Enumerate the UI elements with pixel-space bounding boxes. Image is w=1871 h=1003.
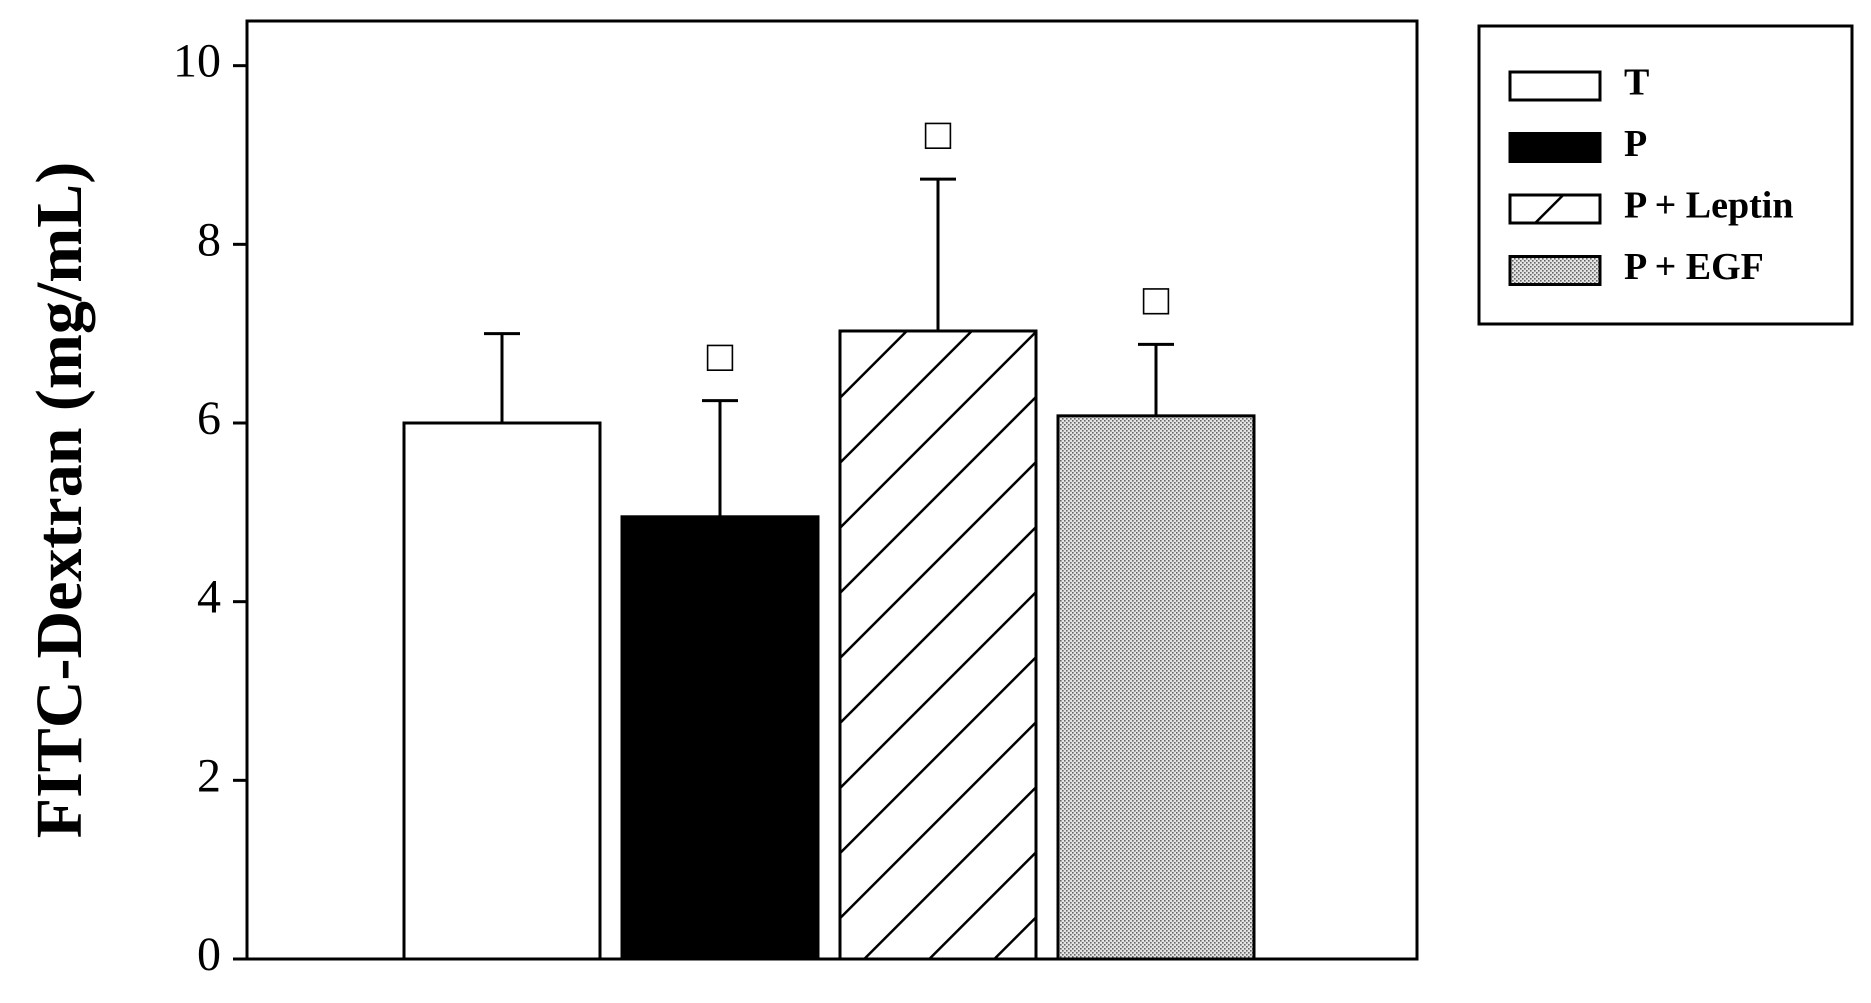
- bar: [402, 421, 602, 961]
- legend-label: P + Leptin: [1624, 185, 1793, 227]
- y-tick-label: 10: [173, 35, 221, 88]
- y-tick-label: 0: [197, 928, 221, 981]
- y-axis-label: FITC-Dextran (mg/mL): [23, 162, 96, 838]
- y-tick-label: 8: [197, 213, 221, 266]
- bar: [838, 329, 1038, 961]
- bar: [620, 515, 820, 961]
- legend-swatch: [1508, 255, 1602, 286]
- significance-marker: □: [707, 332, 734, 381]
- y-tick-label: 4: [197, 571, 221, 624]
- legend-label: P: [1624, 123, 1647, 165]
- plot-frame: [245, 19, 1419, 961]
- bar: [1056, 414, 1256, 961]
- legend-swatch: [1508, 70, 1602, 102]
- legend-swatch: [1508, 132, 1602, 163]
- y-tick-label: 2: [197, 749, 221, 802]
- legend-label: P + EGF: [1624, 246, 1764, 288]
- y-tick-label: 6: [197, 392, 221, 445]
- significance-marker: □: [925, 110, 952, 159]
- significance-marker: □: [1143, 275, 1170, 324]
- legend-label: T: [1624, 62, 1649, 104]
- legend-swatch: [1508, 193, 1602, 225]
